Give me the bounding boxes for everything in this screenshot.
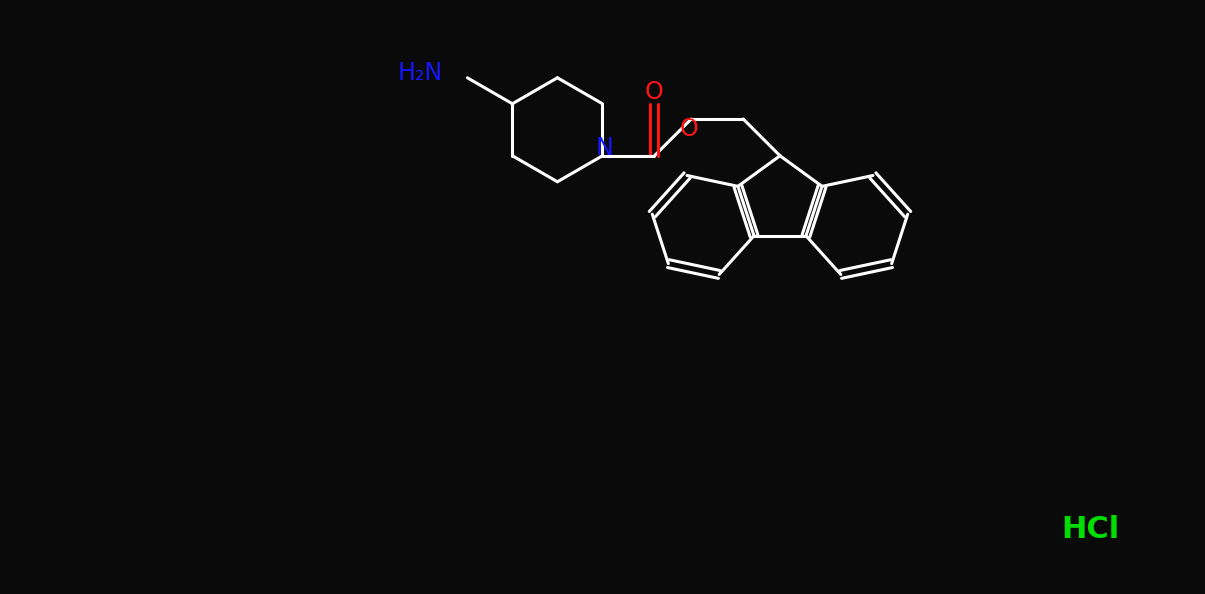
Text: H₂N: H₂N <box>398 61 442 85</box>
Text: HCl: HCl <box>1060 516 1119 545</box>
Text: O: O <box>680 117 699 141</box>
Text: N: N <box>595 136 613 160</box>
Text: O: O <box>645 80 664 104</box>
